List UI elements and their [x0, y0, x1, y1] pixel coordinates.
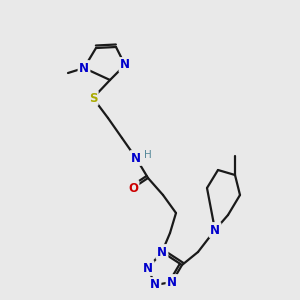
- Text: N: N: [150, 278, 160, 292]
- Text: S: S: [89, 92, 97, 104]
- Text: N: N: [131, 152, 141, 164]
- Text: N: N: [79, 61, 89, 74]
- Text: N: N: [120, 58, 130, 71]
- Text: N: N: [167, 275, 177, 289]
- Text: O: O: [128, 182, 138, 194]
- Text: N: N: [157, 245, 167, 259]
- Text: H: H: [144, 150, 152, 160]
- Text: N: N: [143, 262, 153, 275]
- Text: N: N: [210, 224, 220, 236]
